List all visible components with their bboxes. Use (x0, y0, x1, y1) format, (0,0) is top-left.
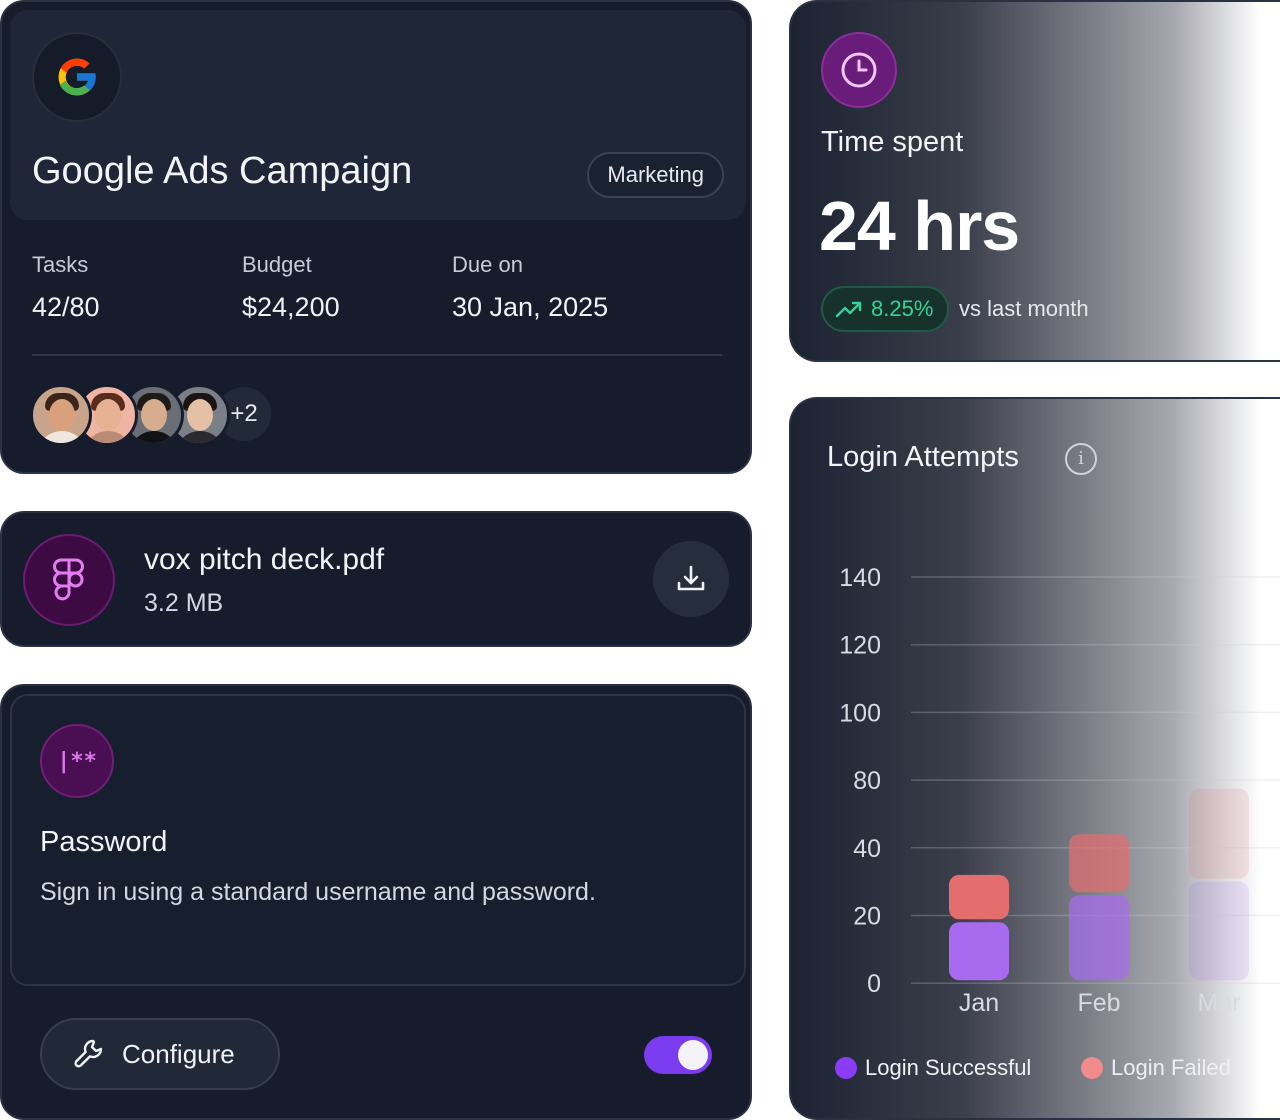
y-tick-label: 120 (839, 632, 881, 660)
stat-value: 30 Jan, 2025 (452, 292, 609, 322)
member-avatars[interactable]: +2 (30, 384, 274, 446)
stat-due-date: Due on 30 Jan, 2025 (452, 252, 608, 323)
password-card: |** Password Sign in using a standard us… (0, 684, 752, 1120)
campaign-header: Google Ads Campaign Marketing (10, 10, 746, 220)
password-icon: |** (40, 724, 114, 798)
trend-label: vs last month (959, 296, 1089, 321)
legend-dot (1081, 1057, 1103, 1079)
configure-label: Configure (122, 1038, 235, 1069)
chart-bar (949, 874, 1009, 920)
password-toggle[interactable] (644, 1036, 712, 1074)
configure-button[interactable]: Configure (40, 1018, 280, 1090)
chart-title: Login Attempts (827, 441, 1019, 473)
password-description: Sign in using a standard username and pa… (40, 878, 596, 906)
stat-tasks: Tasks 42/80 (32, 252, 100, 323)
stat-label: Due on (452, 252, 523, 277)
login-attempts-card: 140 120 100 80 40 20 0 Jan Feb Mar Login Attempts… (789, 397, 1280, 1120)
clock-icon (821, 32, 897, 108)
stat-label: Budget (242, 252, 312, 277)
y-tick-label: 100 (839, 699, 881, 727)
y-tick-label: 140 (839, 564, 881, 592)
chart-bar (1069, 895, 1129, 981)
figma-icon (23, 534, 115, 626)
file-card: vox pitch deck.pdf 3.2 MB (0, 511, 752, 647)
divider (32, 354, 722, 356)
trend-badge: 8.25% (821, 286, 949, 332)
stat-label: Tasks (32, 252, 89, 277)
time-spent-label: Time spent (821, 126, 964, 158)
y-tick-label: 20 (853, 903, 881, 931)
file-name: vox pitch deck.pdf (144, 543, 385, 576)
legend-label: Login Successful (865, 1055, 1032, 1080)
password-panel: |** Password Sign in using a standard us… (10, 694, 746, 986)
legend-item-failed: Login Failed (1081, 1055, 1231, 1081)
legend-dot (835, 1057, 857, 1079)
login-attempts-chart: 140 120 100 80 40 20 0 Jan Feb Mar (839, 564, 1280, 1017)
x-tick-label: Mar (1197, 989, 1240, 1017)
x-tick-label: Feb (1077, 989, 1120, 1017)
stat-budget: Budget $24,200 (242, 252, 340, 323)
google-logo-icon (32, 32, 122, 122)
x-tick-label: Jan (959, 989, 999, 1017)
time-spent-value: 24 hrs (819, 187, 1020, 265)
trend-up-icon (835, 301, 862, 318)
chart-bar (1189, 788, 1249, 879)
marketing-tag[interactable]: Marketing (587, 152, 724, 198)
avatar[interactable] (76, 384, 138, 446)
password-title: Password (40, 826, 168, 858)
trend-value: 8.25% (871, 296, 934, 321)
download-icon (677, 565, 705, 591)
chart-bar (1189, 881, 1249, 981)
download-button[interactable] (653, 541, 729, 617)
legend-item-successful: Login Successful (835, 1055, 1031, 1081)
toggle-knob (678, 1040, 708, 1070)
file-size: 3.2 MB (144, 589, 224, 617)
wrench-icon (74, 1039, 103, 1068)
avatar[interactable] (30, 384, 92, 446)
chart-bar (949, 922, 1009, 981)
stat-value: 42/80 (32, 292, 100, 322)
campaign-title: Google Ads Campaign (32, 150, 413, 192)
stat-value: $24,200 (242, 292, 340, 322)
legend-label: Login Failed (1111, 1055, 1231, 1080)
y-tick-label: 0 (867, 970, 881, 998)
chart-bar (1069, 834, 1129, 893)
y-tick-label: 80 (853, 767, 881, 795)
y-tick-label: 40 (853, 835, 881, 863)
info-icon[interactable]: i (1065, 443, 1097, 475)
campaign-card: Google Ads Campaign Marketing Tasks 42/8… (0, 0, 752, 474)
time-spent-card: Time spent 24 hrs 8.25% vs last month (789, 0, 1280, 362)
